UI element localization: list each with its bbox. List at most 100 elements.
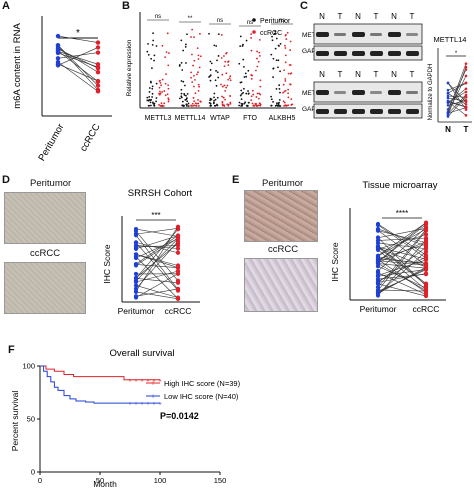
panel-b-ylabel: Relative expression — [126, 39, 133, 96]
panel-b-point — [221, 95, 224, 98]
panel-b-point — [275, 37, 278, 40]
panel-b-point — [220, 83, 222, 86]
pair-line — [377, 239, 427, 296]
panel-b-point — [256, 57, 258, 60]
ccrcc-point — [423, 271, 429, 276]
pair-line — [377, 237, 427, 241]
panel-b-x-mettl3: METTL3 — [145, 115, 172, 122]
panel-b-point — [255, 104, 257, 107]
panel-b-point — [193, 85, 195, 88]
panel-b-legend-dot-peritumor — [252, 18, 256, 22]
legend-label-low: Low IHC score (N=40) — [164, 392, 239, 401]
panel-b-point — [221, 85, 224, 88]
panel-b-point — [221, 73, 224, 76]
panel-b-point — [238, 101, 241, 104]
pair-line — [135, 245, 179, 249]
censor-mark: + — [152, 378, 156, 384]
panel-b-point — [194, 79, 196, 81]
blot2-lane-2: T — [338, 70, 343, 79]
panel-b-point — [213, 92, 216, 95]
peritumor-point — [446, 100, 450, 104]
panel-b-point — [250, 49, 253, 52]
panel-b-point — [238, 104, 241, 107]
censor-mark: + — [128, 402, 132, 408]
panel-b-point — [191, 53, 193, 56]
pair-line — [447, 101, 467, 116]
panel-b-point — [193, 36, 195, 39]
panel-b-point — [271, 39, 274, 42]
panel-b-point — [180, 88, 183, 91]
blot2-mettl14-membrane — [313, 81, 423, 103]
panel-b-point — [147, 42, 149, 45]
ccrcc-point — [423, 236, 429, 241]
peritumor-point — [133, 240, 139, 245]
panel-b-point — [160, 102, 163, 105]
panel-b-point — [214, 98, 217, 101]
peritumor-point — [375, 270, 381, 275]
panel-b-point — [284, 61, 287, 64]
panel-b-point — [276, 102, 278, 105]
panel-b-point — [197, 89, 200, 92]
ccrcc-point — [423, 255, 429, 261]
panel-b-point — [287, 104, 290, 107]
panel-b-point — [186, 33, 188, 36]
pair-line — [135, 285, 179, 298]
blot2-gapdh-band — [370, 109, 383, 114]
pair-line — [377, 230, 427, 243]
ccrcc-point — [95, 79, 101, 84]
panel-b-point — [162, 105, 165, 107]
panel-f-pvalue: P=0.0142 — [160, 411, 199, 421]
panel-b-point — [223, 65, 226, 68]
ccrcc-point — [423, 220, 429, 225]
panel-e-x-peritumor: Peritumor — [360, 304, 397, 314]
panel-b-point — [197, 102, 200, 105]
panel-b-point — [284, 47, 287, 49]
panel-b-point — [272, 76, 274, 79]
panel-b-point — [194, 102, 197, 105]
ccrcc-point — [464, 81, 468, 85]
panel-b-point — [270, 104, 273, 107]
panel-b-point — [224, 98, 226, 101]
panel-b-point — [284, 44, 286, 47]
panel-b-point — [192, 64, 194, 67]
panel-b-point — [148, 95, 151, 98]
panel-b-point — [259, 93, 262, 96]
pair-line — [377, 247, 427, 283]
panel-b-point — [167, 84, 170, 87]
panel-b-point — [197, 105, 200, 107]
panel-b-point — [158, 80, 161, 82]
ccrcc-point — [95, 65, 101, 71]
panel-b-point — [250, 74, 253, 76]
panel-b-sig: ns — [247, 20, 253, 26]
pair-line — [135, 238, 179, 259]
panel-b-point — [215, 45, 218, 47]
ccrcc-point — [464, 90, 468, 94]
ccrcc-point — [464, 74, 468, 78]
panel-b-point — [274, 47, 277, 50]
panel-b-point — [242, 91, 244, 94]
panel-b-sig: ns — [217, 18, 223, 24]
panel-b-point — [161, 91, 163, 93]
peritumor-point — [133, 246, 139, 251]
panel-b-point — [186, 100, 189, 103]
y-tick-label: 100 — [22, 362, 35, 371]
blot1-gapdh-band — [388, 51, 401, 56]
blot2-lane-6: T — [410, 70, 415, 79]
panel-b-point — [282, 91, 284, 94]
peritumor-point — [133, 233, 139, 238]
blot2-band — [352, 90, 365, 95]
peritumor-point — [446, 91, 450, 95]
blot2-lane-1: N — [319, 70, 325, 79]
panel-b-point — [270, 53, 273, 56]
panel-b-point — [167, 64, 170, 67]
panel-b-point — [255, 102, 257, 105]
panel-b-point — [291, 103, 294, 106]
panel-b-point — [166, 32, 169, 35]
pair-line — [377, 267, 427, 294]
pair-line — [57, 47, 99, 66]
censor-mark: + — [158, 378, 162, 384]
panel-b-point — [226, 84, 229, 87]
panel-b-point — [167, 87, 170, 90]
blot1-gapdh-membrane — [313, 45, 423, 61]
panel-b-point — [223, 84, 226, 87]
